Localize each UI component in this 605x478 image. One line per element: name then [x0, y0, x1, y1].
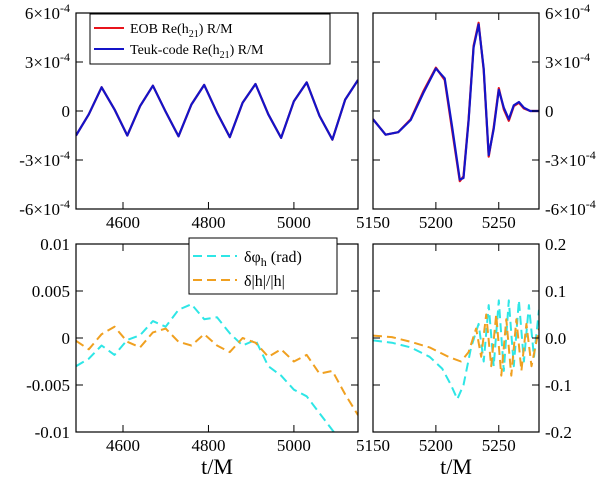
y-tick-label: 0 — [62, 102, 71, 121]
y-tick-label: -3×10-4 — [545, 148, 596, 170]
y-tick-label: 0.01 — [40, 235, 70, 254]
x-tick-label: 5200 — [419, 436, 453, 455]
y-tick-label: -0.005 — [26, 376, 70, 395]
x-tick-label: 5250 — [482, 436, 516, 455]
y-tick-label: -0.1 — [545, 376, 572, 395]
panel-bottom-right: 5150 5200 5250 0.2 0.1 0.0 -0.1 -0.2 t/M — [356, 235, 572, 478]
legend-label: δφh (rad) — [244, 249, 302, 269]
panel-bottom-left: 4600 4800 5000 0.01 0.005 0 -0.005 -0.01 t/M — [26, 235, 359, 478]
y-tick-label: 0.005 — [32, 282, 70, 301]
legend-label: Teuk-code Re(h21) R/M — [130, 43, 264, 61]
y-tick-label: 3×10-4 — [545, 50, 590, 72]
x-tick-label: 4800 — [191, 213, 225, 232]
y-tick-label: 6×10-4 — [545, 1, 590, 23]
y-tick-label: -0.01 — [35, 423, 70, 442]
x-axis-label: t/M — [201, 454, 233, 478]
legend-top: EOB Re(h21) R/M Teuk-code Re(h21) R/M — [89, 13, 331, 65]
plot-frame — [372, 12, 540, 210]
x-tick-label: 5000 — [277, 213, 311, 232]
panel-top-right: 5150 5200 5250 6×10-4 3×10-4 0 -3×10-4 -6×10-4 — [356, 1, 596, 232]
panel-top-left: 4600 4800 5000 6×10-4 3×10-4 0 -3×10-4 -6×10-4 — [19, 1, 359, 232]
plot-frame — [372, 243, 540, 433]
legend-label: δ|h|/|h| — [244, 273, 285, 290]
x-tick-label: 5200 — [419, 213, 453, 232]
y-tick-label: -6×10-4 — [545, 197, 596, 219]
y-tick-label: 0.0 — [545, 329, 566, 348]
x-tick-label: 5150 — [356, 213, 390, 232]
series-line-a — [76, 79, 358, 141]
legend-bottom: δφh (rad) δ|h|/|h| — [188, 237, 338, 295]
y-tick-label: 0.1 — [545, 282, 566, 301]
series-line-b — [373, 313, 539, 377]
x-tick-label: 5150 — [356, 436, 390, 455]
series-line-b — [76, 79, 358, 141]
y-tick-label: -6×10-4 — [19, 197, 70, 219]
x-tick-label: 5250 — [482, 213, 516, 232]
x-tick-label: 4600 — [106, 213, 140, 232]
legend-box — [188, 237, 338, 295]
series-line-b — [76, 325, 358, 416]
legend-box — [89, 13, 331, 65]
x-tick-label: 5000 — [277, 436, 311, 455]
y-tick-label: -3×10-4 — [19, 148, 70, 170]
x-tick-label: 4800 — [191, 436, 225, 455]
y-tick-label: 0.2 — [545, 235, 566, 254]
x-axis-label: t/M — [440, 454, 472, 478]
x-tick-label: 4600 — [106, 436, 140, 455]
y-tick-label: -0.2 — [545, 423, 572, 442]
y-tick-label: 0 — [545, 102, 554, 121]
series-line-b — [373, 23, 539, 181]
y-tick-label: 3×10-4 — [25, 50, 70, 72]
y-tick-label: 0 — [62, 329, 71, 348]
series-line-a — [373, 299, 539, 401]
series-line-a — [76, 303, 336, 432]
legend-label: EOB Re(h21) R/M — [130, 22, 233, 40]
y-tick-label: 6×10-4 — [25, 1, 70, 23]
